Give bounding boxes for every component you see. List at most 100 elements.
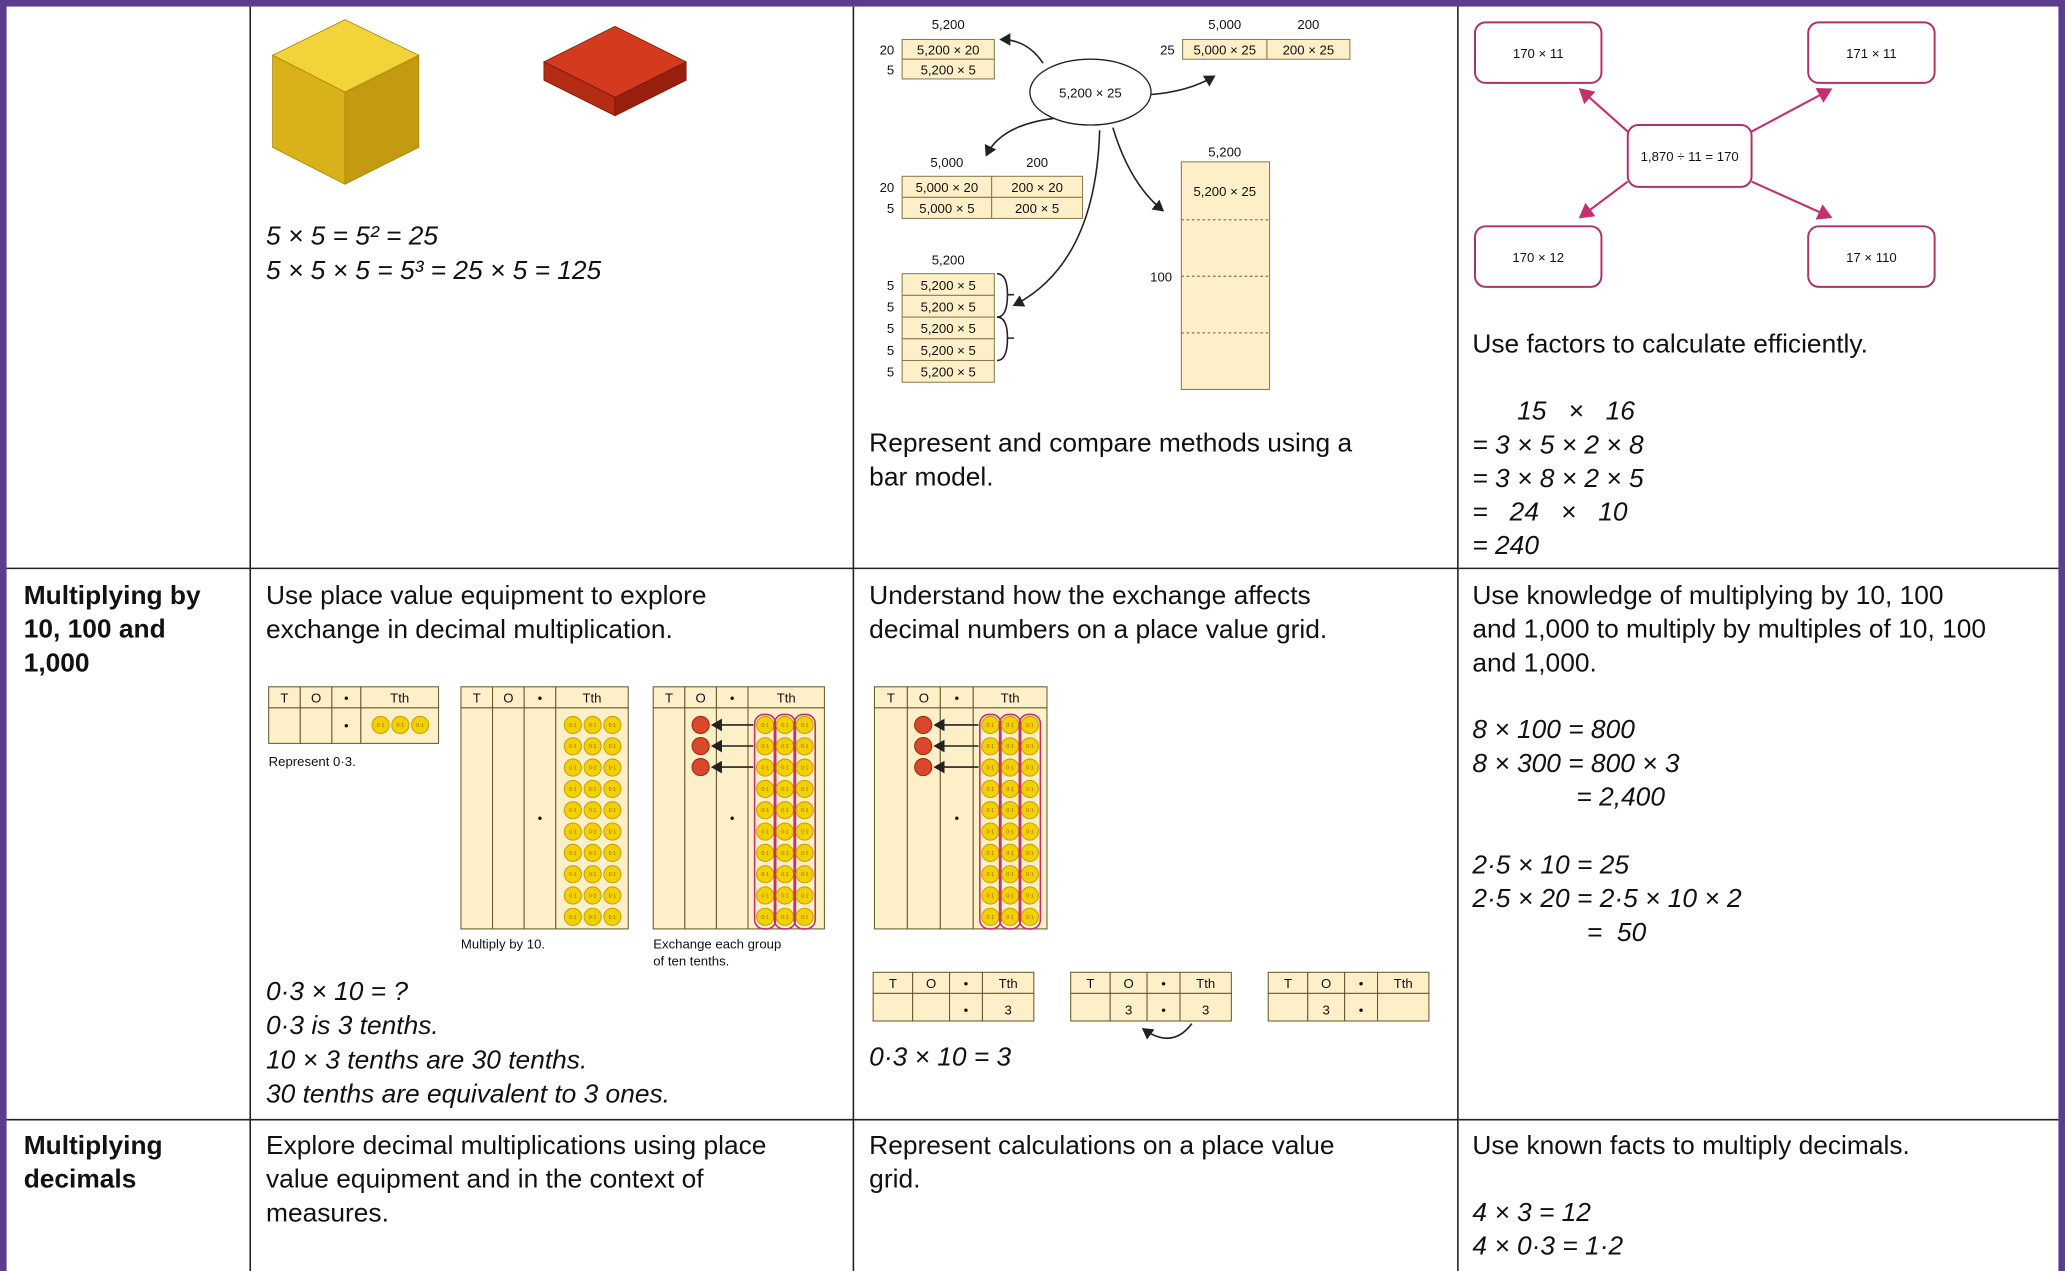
group — [979, 713, 1002, 930]
text: O — [1321, 976, 1331, 991]
text: Use place value equipment to explore — [266, 580, 706, 610]
pv-column — [268, 707, 301, 744]
counter — [603, 758, 622, 777]
counter — [603, 801, 622, 820]
text: 5 — [887, 201, 894, 216]
text: 0·1 — [609, 893, 617, 899]
pv-column — [1377, 992, 1430, 1022]
text: 5,000 × 5 — [919, 201, 974, 216]
text: O — [926, 976, 936, 991]
text: 5,200 × 5 — [921, 278, 976, 293]
text: O — [1124, 976, 1134, 991]
text: 10, 100 and — [24, 614, 166, 644]
group — [773, 713, 797, 930]
text: 5 — [887, 300, 894, 315]
grid-cell — [901, 58, 995, 80]
pv-column — [1179, 992, 1232, 1022]
counter — [603, 907, 622, 926]
text: 0·1 — [1026, 851, 1034, 857]
counter — [411, 715, 430, 735]
text: 5 — [887, 321, 894, 336]
slab — [543, 25, 688, 117]
text: 5 — [887, 278, 894, 293]
counter — [1020, 886, 1039, 905]
text: 0·1 — [781, 893, 789, 899]
text: of ten tenths. — [653, 954, 729, 969]
counter — [691, 757, 710, 777]
text: 0·1 — [781, 830, 789, 836]
text: 0·1 — [987, 893, 995, 899]
pv-column — [331, 707, 362, 744]
text: 2·5 × 10 = 25 — [1471, 849, 1629, 879]
fact-box — [1474, 225, 1603, 288]
cube — [271, 19, 420, 185]
text: 0·1 — [781, 787, 789, 793]
text: 3 — [1125, 1002, 1132, 1017]
text: 0·1 — [569, 787, 577, 793]
counter — [563, 865, 582, 884]
text: 5 — [887, 343, 894, 358]
counter — [795, 758, 814, 777]
counter — [563, 843, 582, 862]
group — [793, 713, 816, 930]
text: 3 — [1323, 1002, 1330, 1017]
text: 5 — [887, 365, 894, 380]
pv-column — [1146, 992, 1181, 1022]
pv-column — [523, 707, 557, 930]
counter — [563, 907, 582, 926]
text: = 240 — [1472, 530, 1539, 560]
text: 0·1 — [1026, 744, 1034, 750]
text: bar model. — [869, 462, 993, 492]
counter — [583, 843, 602, 862]
counter — [795, 865, 814, 884]
counter — [563, 779, 582, 798]
pv-column — [949, 992, 983, 1022]
text: 0·1 — [761, 851, 769, 857]
counter — [914, 757, 933, 777]
text: 0·1 — [761, 872, 769, 878]
text: 4 × 0·3 = 1·2 — [1472, 1231, 1623, 1261]
text: 0·1 — [1026, 808, 1034, 814]
text: value equipment and in the context of — [266, 1164, 704, 1194]
counter — [583, 715, 602, 735]
text: 0·1 — [987, 830, 995, 836]
text: 5 × 5 × 5 = 5³ = 25 × 5 = 125 — [266, 255, 602, 285]
counter — [1020, 737, 1039, 756]
text: • — [1161, 1002, 1166, 1017]
text: 5,200 × 5 — [921, 62, 976, 77]
text: decimals — [24, 1164, 137, 1194]
text: T — [665, 691, 673, 706]
text: 170 × 12 — [1512, 250, 1564, 265]
text: 8 × 300 = 800 × 3 — [1472, 748, 1679, 778]
table-grid — [6, 6, 2059, 1271]
text: 30 tenths are equivalent to 3 ones. — [266, 1079, 670, 1109]
text: 0·1 — [987, 851, 995, 857]
counter — [583, 886, 602, 905]
pv-column — [1109, 992, 1148, 1022]
text: • — [344, 718, 349, 733]
text: T — [889, 976, 897, 991]
text: Tth — [777, 691, 796, 706]
text: 0·1 — [987, 872, 995, 878]
text: 0·1 — [609, 872, 617, 878]
text: = 50 — [1587, 917, 1647, 947]
text: 0·1 — [589, 851, 597, 857]
text: Tth — [1394, 976, 1413, 991]
counter — [583, 779, 602, 798]
text: 20 — [880, 180, 895, 195]
arrows — [984, 33, 1216, 362]
text: 0·1 — [569, 723, 577, 729]
text: Tth — [1196, 976, 1215, 991]
text: 5,000 × 20 — [916, 180, 979, 195]
text: 0·1 — [801, 893, 809, 899]
text: Represent 0·3. — [269, 754, 356, 769]
pv-column — [912, 992, 951, 1022]
text: = 24 × 10 — [1472, 496, 1628, 526]
text: 0·1 — [1006, 851, 1014, 857]
text: 0·1 — [609, 723, 617, 729]
text: 0·1 — [801, 830, 809, 836]
text: 0·1 — [801, 872, 809, 878]
text: 0·1 — [761, 893, 769, 899]
